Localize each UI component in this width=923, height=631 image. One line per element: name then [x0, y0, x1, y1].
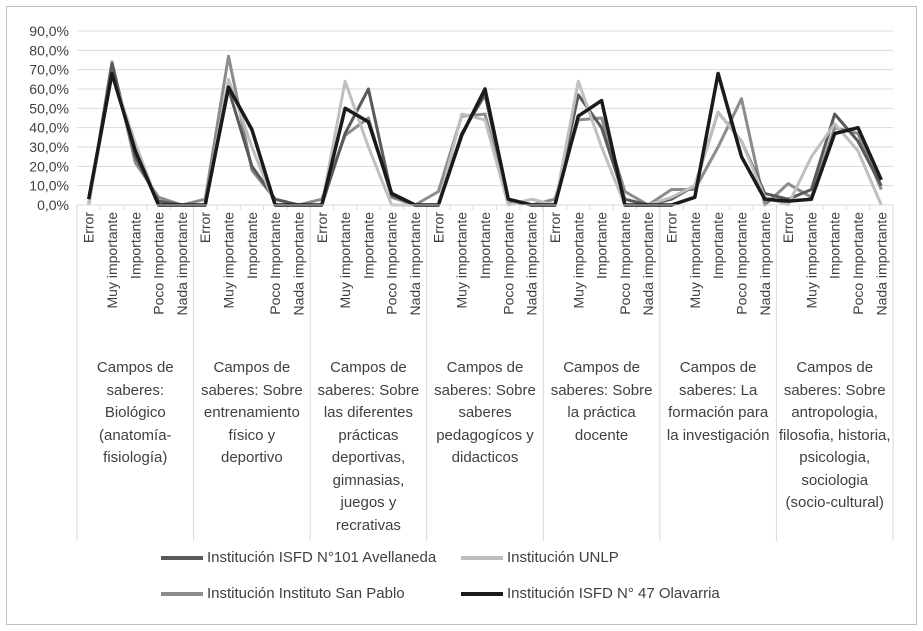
y-tick-label: 70,0%	[29, 62, 69, 78]
group-label: Campos de saberes: Sobre antropologia, f…	[778, 359, 891, 511]
legend-swatch	[461, 555, 503, 560]
x-tick-label: Importante	[127, 212, 143, 279]
chart-frame: 0,0% 10,0% 20,0% 30,0% 40,0% 50,0% 60,0% 70,0% 8…	[6, 6, 917, 625]
x-tick-label: Poco Importante	[500, 212, 516, 315]
x-tick-label: Muy importante	[570, 212, 586, 309]
x-tick-label: Nada importante	[290, 212, 306, 316]
group-label: Campos de saberes: Sobre saberes pedagog…	[434, 359, 536, 466]
x-tick-label: Error	[547, 212, 563, 243]
legend-label: Institución ISFD N° 47 Olavarria	[507, 585, 720, 602]
y-tick-label: 10,0%	[29, 178, 69, 194]
series-line-3	[87, 54, 883, 207]
y-tick-label: 0,0%	[37, 197, 69, 213]
legend-swatch	[461, 591, 503, 596]
y-tick-label: 30,0%	[29, 139, 69, 155]
x-tick-label: Muy importante	[104, 212, 120, 309]
legend-item: Institución ISFD N° 47 Olavarria	[461, 585, 720, 602]
legend-label: Institución Instituto San Pablo	[207, 585, 405, 602]
x-tick-label: Nada importante	[524, 212, 540, 316]
y-tick-label: 20,0%	[29, 158, 69, 174]
x-tick-label: Error	[430, 212, 446, 243]
x-tick-label: Error	[81, 212, 97, 243]
line-chart: 0,0% 10,0% 20,0% 30,0% 40,0% 50,0% 60,0% 70,0% 8…	[29, 23, 894, 541]
y-tick-label: 50,0%	[29, 100, 69, 116]
x-tick-label: Poco Importante	[617, 212, 633, 315]
x-tick-label: Muy importante	[221, 212, 237, 309]
x-tick-label: Muy importante	[454, 212, 470, 309]
x-tick-label: Importante	[477, 212, 493, 279]
legend-label: Institución UNLP	[507, 549, 619, 566]
x-tick-label: Poco Importante	[384, 212, 400, 315]
x-tick-label: Nada importante	[873, 212, 889, 316]
x-tick-label: Importante	[594, 212, 610, 279]
y-tick-label: 40,0%	[29, 120, 69, 136]
x-tick-label: Muy importante	[337, 212, 353, 309]
legend-label: Institución ISFD N°101 Avellaneda	[207, 549, 437, 566]
series-line-4	[86, 71, 883, 207]
x-tick-label: Importante	[360, 212, 376, 279]
legend-item: Institución ISFD N°101 Avellaneda	[161, 549, 436, 566]
x-tick-label: Poco Importante	[151, 212, 167, 315]
group-label: Campos de saberes: Sobre la práctica doc…	[550, 359, 653, 444]
legend-swatch	[161, 591, 203, 596]
group-label: Campos de saberes: Sobre las diferentes …	[317, 359, 420, 534]
x-tick-label: Error	[197, 212, 213, 243]
legend-item: Institución UNLP	[461, 549, 619, 566]
x-tick-label: Nada importante	[757, 212, 773, 316]
x-tick-label: Muy importante	[687, 212, 703, 309]
x-tick-label: Nada importante	[640, 212, 656, 316]
y-tick-label: 60,0%	[29, 81, 69, 97]
group-label: Campos de saberes: La formación para la …	[666, 359, 770, 444]
x-tick-label: Error	[314, 212, 330, 243]
x-tick-label: Poco Importante	[733, 212, 749, 315]
x-tick-label: Muy importante	[803, 212, 819, 309]
x-tick-label: Importante	[827, 212, 843, 279]
x-tick-label: Poco Importante	[267, 212, 283, 315]
x-tick-label: Error	[780, 212, 796, 243]
y-tick-label: 80,0%	[29, 42, 69, 58]
x-tick-label: Error	[664, 212, 680, 243]
x-tick-label: Nada importante	[174, 212, 190, 316]
y-tick-label: 90,0%	[29, 23, 69, 39]
x-tick-label: Importante	[244, 212, 260, 279]
legend-item: Institución Instituto San Pablo	[161, 585, 405, 602]
x-tick-label: Nada importante	[407, 212, 423, 316]
group-label: Campos de saberes: Biológico (anatomía-f…	[96, 359, 174, 466]
x-tick-label: Importante	[710, 212, 726, 279]
x-tick-label: Poco Importante	[850, 212, 866, 315]
group-label: Campos de saberes: Sobre entrenamiento f…	[200, 359, 303, 466]
legend-swatch	[161, 555, 203, 560]
